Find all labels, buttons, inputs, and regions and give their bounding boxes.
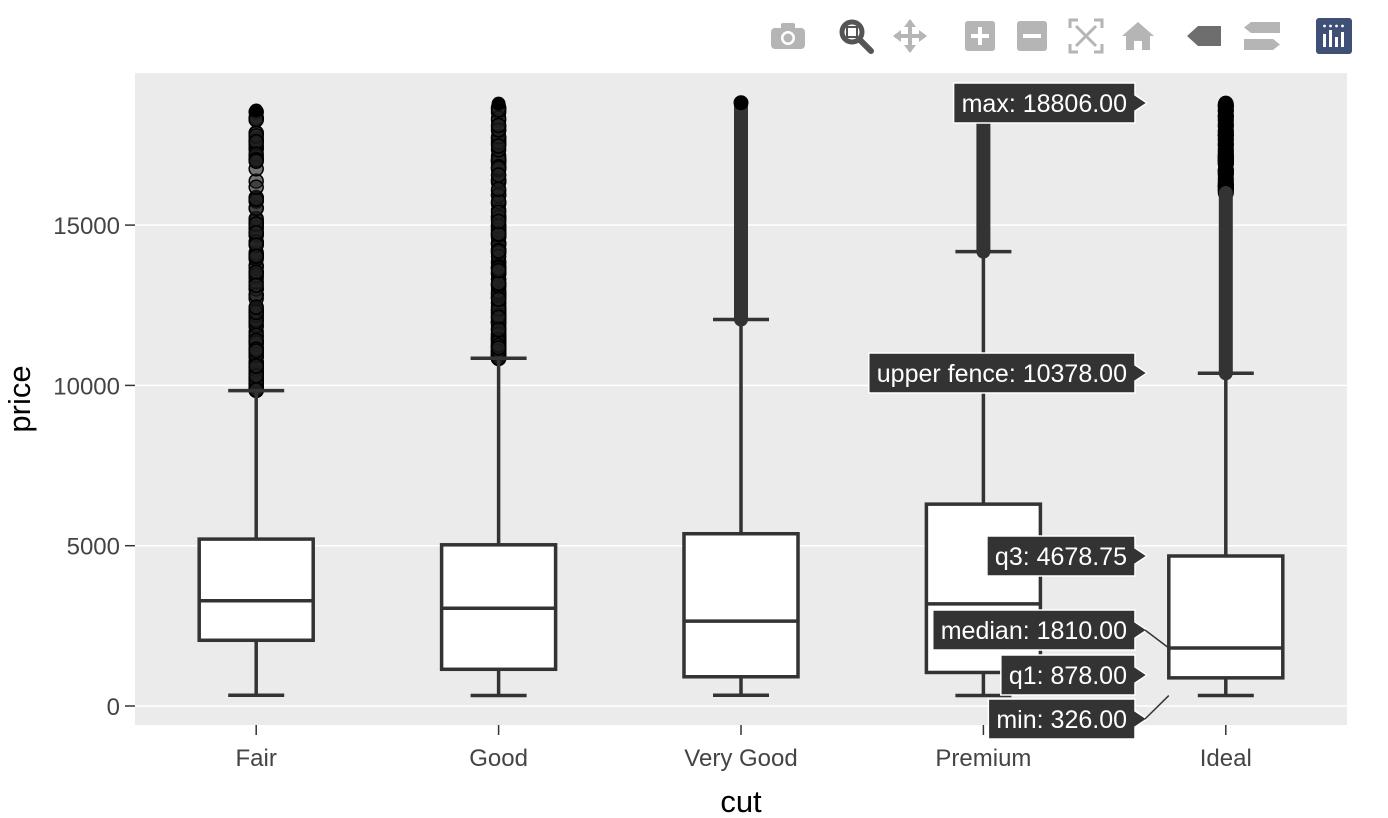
spike-lines-button[interactable] [1182,14,1226,62]
outlier-point [248,153,264,170]
hover-label-min: min: 326.00 [987,695,1170,740]
outlier-point [490,213,507,230]
y-tick-label: 15000 [53,213,120,240]
y-tick-label: 10000 [53,373,120,400]
camera-button[interactable] [766,14,810,62]
zoom-out-button[interactable] [1010,14,1054,62]
hover-label-leader [1144,695,1170,720]
box-very-good[interactable] [682,95,800,697]
y-tick-label: 5000 [67,534,120,561]
pan-icon [892,18,928,59]
hover-label-bg [986,535,1149,577]
outlier-point [490,181,507,198]
x-axis-ticks: Fair Good Very Good Premium Ideal [236,725,1252,772]
hover-label-bg [931,609,1149,651]
outlier-point [490,321,507,338]
compare-icon [1243,21,1281,56]
outlier-points [248,103,264,399]
outlier-points [733,95,749,327]
hover-label-text: median: 1810.00 [941,617,1127,645]
hover-label-upper-fence: upper fence: 10378.00 [868,352,1149,394]
outlier-point [248,179,264,195]
zoom-in-icon [964,20,996,57]
outlier-point [490,138,507,154]
home-button[interactable] [1116,14,1160,62]
zoom-in-button[interactable] [958,14,1002,62]
plotly-logo-icon [1316,17,1352,59]
hover-label-bg [952,82,1149,124]
x-tick-label: Premium [935,745,1031,772]
hover-label-bg [1000,654,1149,696]
outlier-point [490,275,507,291]
box-ideal[interactable] [1167,95,1285,698]
outlier-point [490,167,507,183]
home-icon [1121,21,1155,56]
plotly-logo-button[interactable] [1312,14,1356,62]
hover-label-text: q3: 4678.75 [995,543,1127,571]
zoom-out-icon [1016,20,1048,57]
zoom-button[interactable] [834,14,878,62]
x-tick-label: Fair [236,745,277,772]
box-good[interactable] [439,96,558,698]
x-tick-label: Very Good [684,745,797,772]
x-tick-label: Ideal [1200,745,1252,772]
outlier-point [1217,136,1234,153]
hover-labels: max: 18806.00 upper fence: 10378.00 q3: 46… [868,82,1170,740]
iqr-box [1167,554,1285,680]
outlier-point [490,291,507,307]
boxes [197,95,1285,698]
outlier-points [1217,95,1234,381]
outlier-point [1218,95,1234,111]
spike-lines-icon [1186,25,1222,52]
pan-button[interactable] [888,14,932,62]
outlier-point [248,358,264,374]
hover-label-median: median: 1810.00 [931,609,1170,651]
outlier-point [490,117,507,134]
outlier-point [249,103,264,118]
hover-label-bg [868,352,1149,394]
outlier-point [248,299,264,315]
x-axis-title: cut [720,784,762,818]
modebar [760,14,1360,62]
outlier-point [490,262,507,279]
hover-label-text: q1: 878.00 [1009,662,1127,690]
outlier-point [733,95,749,111]
outlier-point [248,343,264,359]
hover-label-bg [987,698,1149,740]
hover-label-text: max: 18806.00 [962,90,1127,118]
autoscale-icon [1068,18,1104,59]
outlier-point [248,248,264,265]
zoom-icon [838,18,874,59]
iqr-box [197,537,315,643]
outlier-point [248,264,264,281]
hover-label-leader [1144,629,1170,649]
autoscale-button[interactable] [1064,14,1108,62]
y-axis-ticks: 0 5000 10000 15000 [53,213,135,721]
hover-label-q3: q3: 4678.75 [986,535,1149,577]
outlier-point [490,340,507,356]
outlier-point [491,96,506,111]
camera-icon [770,22,806,55]
outlier-point [490,243,507,259]
outlier-point [248,277,264,293]
y-tick-label: 0 [107,694,120,721]
outlier-point [1217,148,1234,165]
hover-label-max: max: 18806.00 [952,82,1149,124]
compare-button[interactable] [1240,14,1284,62]
x-tick-label: Good [469,745,528,772]
hover-label-text: upper fence: 10378.00 [877,360,1127,388]
hover-label-q1: q1: 878.00 [1000,654,1149,696]
outlier-point [1217,166,1234,183]
box-fair[interactable] [197,103,315,697]
outlier-points [490,96,507,367]
iqr-box [682,531,800,679]
hover-label-text: min: 326.00 [996,706,1127,734]
y-axis-title: price [2,365,37,432]
